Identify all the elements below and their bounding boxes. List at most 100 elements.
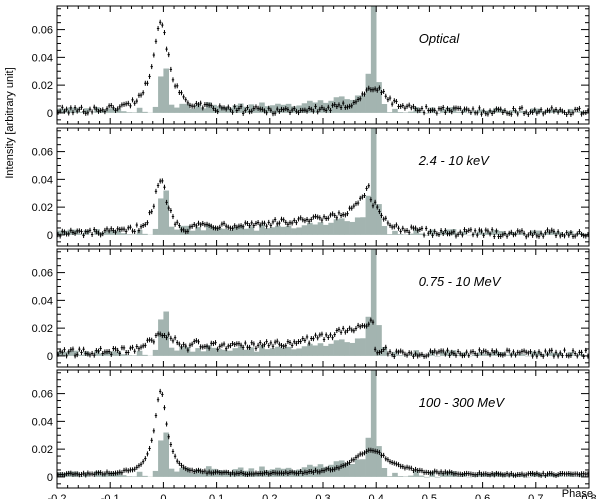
data-point: [95, 470, 98, 476]
data-point: [512, 232, 515, 238]
data-point: [193, 222, 196, 228]
data-point: [322, 468, 326, 474]
data-point: [361, 451, 364, 457]
data-point: [280, 470, 283, 476]
data-point: [433, 228, 436, 234]
data-point: [73, 353, 77, 359]
data-point: [571, 233, 575, 239]
data-point: [199, 100, 202, 106]
data-point: [354, 99, 358, 105]
histogram-bar: [365, 73, 372, 113]
data-point: [61, 349, 64, 355]
data-point: [120, 470, 124, 476]
data-point: [380, 452, 383, 458]
data-point: [373, 448, 377, 454]
data-point: [93, 227, 96, 233]
data-point: [393, 460, 396, 466]
data-point: [378, 85, 381, 91]
histogram-bar: [397, 355, 404, 356]
data-point: [314, 332, 317, 338]
histogram-bar: [264, 106, 271, 113]
data-point: [218, 224, 221, 230]
data-point: [203, 102, 207, 108]
histogram-bar: [487, 473, 494, 477]
histogram-bar: [424, 234, 430, 236]
histogram-bar: [120, 354, 127, 356]
histogram-bar: [232, 348, 239, 356]
data-point: [278, 341, 281, 347]
data-point: [80, 471, 83, 477]
data-point: [312, 214, 315, 220]
data-point: [482, 471, 485, 477]
data-point: [395, 98, 398, 104]
data-point: [135, 344, 138, 350]
data-point: [350, 327, 353, 333]
data-point: [452, 351, 456, 357]
data-point: [159, 331, 162, 337]
data-point: [214, 469, 217, 475]
histogram-bar: [275, 346, 281, 356]
histogram-bar: [541, 233, 547, 235]
histogram-bar: [142, 111, 148, 113]
data-point: [376, 204, 379, 210]
data-point: [303, 337, 307, 343]
data-point: [120, 226, 124, 232]
data-point: [437, 106, 441, 112]
histogram-bar: [94, 350, 100, 356]
data-point: [501, 110, 505, 116]
data-point: [448, 231, 451, 237]
histogram-bar: [567, 108, 574, 113]
histogram-bar: [259, 345, 265, 356]
data-point: [314, 467, 317, 473]
data-point: [416, 467, 419, 473]
data-point: [310, 216, 313, 222]
data-point: [159, 19, 162, 25]
data-point: [520, 348, 524, 354]
histogram-bar: [296, 227, 303, 235]
data-point: [305, 470, 309, 476]
data-point: [282, 470, 285, 476]
data-point: [503, 472, 507, 478]
data-point: [67, 231, 70, 237]
data-point: [380, 212, 383, 218]
data-point: [331, 335, 334, 341]
data-point: [63, 347, 66, 353]
data-point: [410, 465, 413, 471]
data-point: [565, 352, 568, 358]
data-point: [354, 454, 358, 460]
data-point: [116, 226, 119, 232]
data-point: [435, 231, 439, 237]
histogram-bar: [413, 471, 420, 477]
data-point: [420, 105, 424, 111]
histogram-bar: [397, 234, 404, 235]
data-point: [97, 230, 100, 236]
data-point: [576, 353, 579, 359]
data-point: [469, 227, 473, 233]
data-point: [556, 353, 560, 359]
histogram-bar: [211, 226, 217, 235]
histogram-bar: [227, 229, 233, 235]
y-tick-label: 0.02: [32, 202, 53, 214]
data-point: [303, 107, 307, 113]
data-point: [210, 470, 213, 476]
data-point: [188, 224, 192, 230]
data-point: [378, 349, 381, 355]
data-point: [518, 229, 522, 235]
histogram-bar: [386, 234, 393, 235]
data-point: [318, 215, 322, 221]
data-point: [220, 470, 224, 476]
x-axis-title: Phase: [562, 488, 593, 499]
data-point: [265, 339, 268, 345]
histogram-bar: [78, 354, 84, 356]
data-point: [301, 336, 304, 342]
data-point: [548, 108, 551, 114]
data-point: [231, 470, 234, 476]
data-point: [284, 219, 287, 225]
data-point: [497, 233, 500, 239]
data-point: [486, 111, 490, 117]
data-point: [112, 105, 115, 111]
data-point: [510, 111, 513, 117]
data-point: [65, 471, 68, 477]
histogram-bar: [381, 226, 388, 235]
histogram-bar: [397, 112, 404, 113]
